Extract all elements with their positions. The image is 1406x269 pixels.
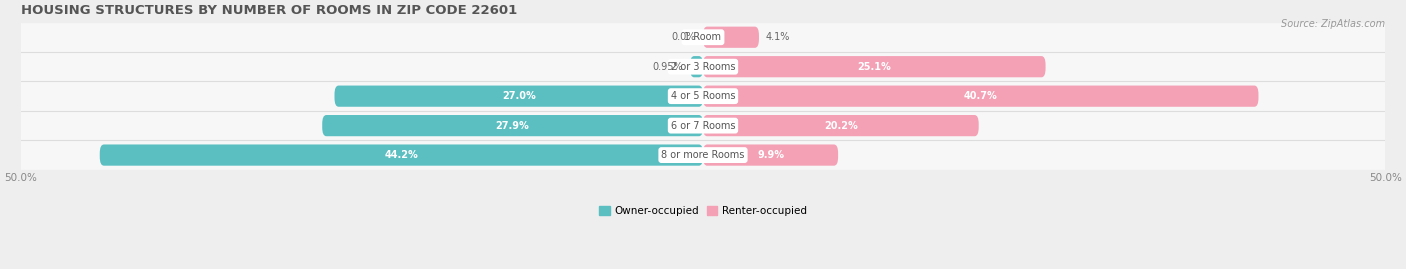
FancyBboxPatch shape	[21, 82, 1385, 111]
FancyBboxPatch shape	[21, 23, 1385, 52]
Text: Source: ZipAtlas.com: Source: ZipAtlas.com	[1281, 19, 1385, 29]
FancyBboxPatch shape	[703, 27, 759, 48]
Text: 6 or 7 Rooms: 6 or 7 Rooms	[671, 121, 735, 131]
FancyBboxPatch shape	[21, 52, 1385, 82]
FancyBboxPatch shape	[690, 56, 703, 77]
Text: 8 or more Rooms: 8 or more Rooms	[661, 150, 745, 160]
FancyBboxPatch shape	[322, 115, 703, 136]
Text: HOUSING STRUCTURES BY NUMBER OF ROOMS IN ZIP CODE 22601: HOUSING STRUCTURES BY NUMBER OF ROOMS IN…	[21, 4, 517, 17]
Text: 27.9%: 27.9%	[496, 121, 530, 131]
Text: 40.7%: 40.7%	[965, 91, 998, 101]
FancyBboxPatch shape	[21, 140, 1385, 170]
Text: 0.95%: 0.95%	[652, 62, 683, 72]
FancyBboxPatch shape	[335, 86, 703, 107]
Text: 9.9%: 9.9%	[756, 150, 785, 160]
Text: 27.0%: 27.0%	[502, 91, 536, 101]
FancyBboxPatch shape	[21, 111, 1385, 140]
Text: 4.1%: 4.1%	[766, 32, 790, 42]
Text: 2 or 3 Rooms: 2 or 3 Rooms	[671, 62, 735, 72]
Text: 1 Room: 1 Room	[685, 32, 721, 42]
FancyBboxPatch shape	[703, 115, 979, 136]
Text: 25.1%: 25.1%	[858, 62, 891, 72]
Text: 0.0%: 0.0%	[672, 32, 696, 42]
FancyBboxPatch shape	[703, 86, 1258, 107]
FancyBboxPatch shape	[703, 56, 1046, 77]
FancyBboxPatch shape	[703, 144, 838, 166]
Legend: Owner-occupied, Renter-occupied: Owner-occupied, Renter-occupied	[595, 202, 811, 221]
Text: 20.2%: 20.2%	[824, 121, 858, 131]
Text: 4 or 5 Rooms: 4 or 5 Rooms	[671, 91, 735, 101]
Text: 44.2%: 44.2%	[384, 150, 418, 160]
FancyBboxPatch shape	[100, 144, 703, 166]
